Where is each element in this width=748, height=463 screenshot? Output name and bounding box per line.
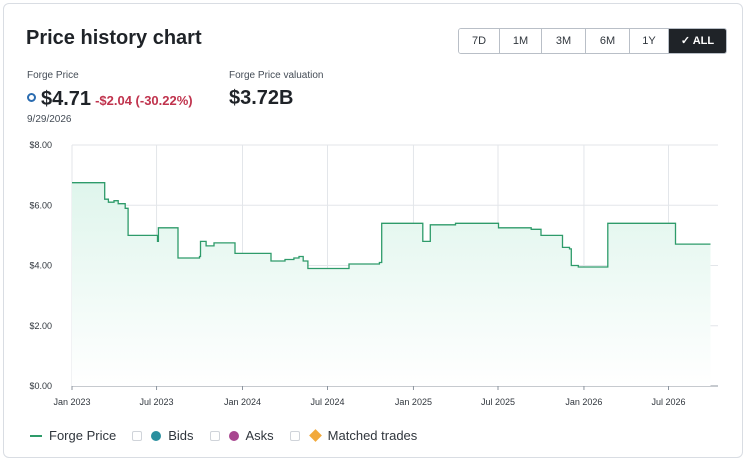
range-6m-button[interactable]: 6M [586,29,630,53]
x-tick-label: Jan 2026 [565,397,602,407]
legend-label: Forge Price [49,428,117,443]
range-7d-button[interactable]: 7D [459,29,500,53]
price-chart: $0.00 $2.00 $4.00 $6.00 $8.00 Jan 2023 Jul 202… [29,140,718,407]
y-tick-label: $8.00 [29,140,52,150]
legend-label: Asks [245,428,274,443]
orange-diamond-icon [308,429,322,442]
check-icon: ✓ [680,35,691,47]
range-all-button[interactable]: ✓ ALL [669,29,726,53]
forge-price-value: $4.71 [41,88,92,110]
checkbox-icon[interactable] [132,430,143,441]
chart-legend: Forge Price Bids Asks Matched trades [30,428,433,443]
range-1y-button[interactable]: 1Y [630,29,669,53]
magenta-dot-icon [228,430,239,441]
checkbox-icon[interactable] [289,430,300,441]
price-history-card: Price history chart 7D 1M 3M 6M 1Y ✓ ALL… [3,3,743,458]
y-tick-label: $2.00 [29,321,52,331]
x-tick-label: Jul 2023 [140,397,174,407]
legend-asks[interactable]: Asks [209,428,274,443]
legend-label: Bids [168,428,194,443]
x-tick-label: Jan 2024 [224,397,261,407]
checkbox-icon[interactable] [209,430,220,441]
x-tick-label: Jan 2025 [395,397,432,407]
legend-label: Matched trades [327,428,418,443]
y-tick-label: $0.00 [29,381,52,391]
legend-forge-price[interactable]: Forge Price [30,428,116,443]
x-tick-label: Jul 2025 [481,397,515,407]
range-1m-button[interactable]: 1M [500,29,542,53]
forge-price-label: Forge Price [27,70,79,81]
range-selector: 7D 1M 3M 6M 1Y ✓ ALL [458,28,727,54]
x-tick-label: Jul 2024 [310,397,344,407]
forge-price-line [72,182,711,270]
valuation-value: $3.72B [229,87,294,109]
price-date: 9/29/2026 [27,114,72,125]
legend-bids[interactable]: Bids [132,428,194,443]
y-tick-label: $4.00 [29,261,52,271]
price-area [72,182,711,386]
x-tick-label: Jul 2026 [651,397,685,407]
line-swatch-icon [30,434,42,437]
valuation-label: Forge Price valuation [229,70,324,81]
forge-price-row: $4.71 -$2.04 (-30.22%) [27,88,193,111]
y-tick-label: $6.00 [29,200,52,210]
legend-matched-trades[interactable]: Matched trades [289,428,418,443]
chart-title: Price history chart [26,27,202,49]
teal-dot-icon [151,430,162,441]
range-3m-button[interactable]: 3M [542,29,586,53]
x-tick-label: Jan 2023 [53,397,90,407]
range-all-label: ALL [692,35,715,47]
price-marker-icon [27,93,36,102]
forge-price-change: -$2.04 (-30.22%) [95,93,193,108]
